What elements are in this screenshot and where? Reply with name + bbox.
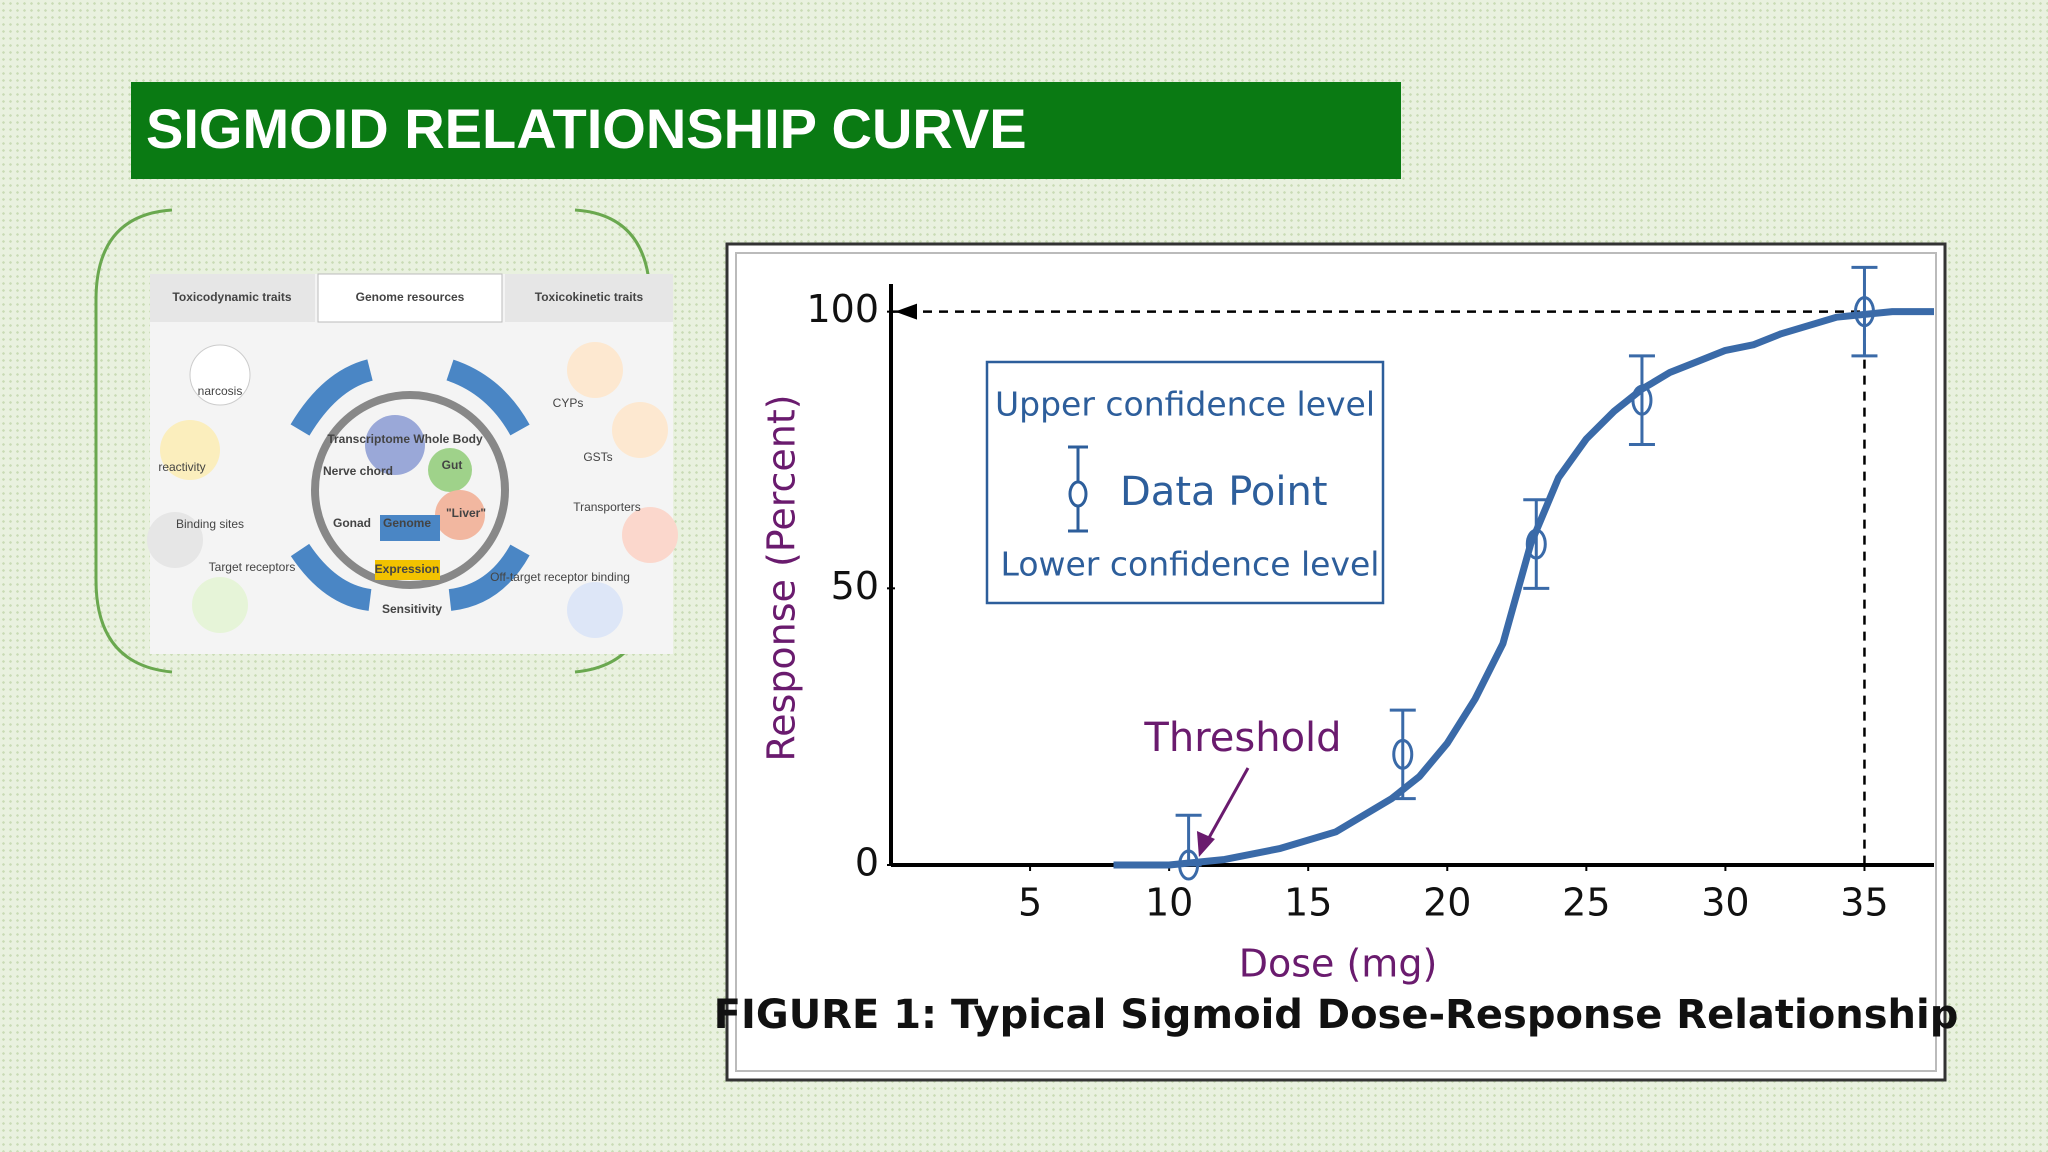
figure-label: Genome	[383, 516, 431, 530]
node	[375, 560, 440, 580]
bracket	[94, 208, 173, 674]
arrow	[290, 543, 372, 611]
chart-frame	[725, 242, 1947, 1082]
column-head	[150, 274, 315, 322]
x-tick-label: 35	[1840, 881, 1888, 925]
error-bar	[1523, 498, 1550, 590]
data-point	[1392, 738, 1414, 770]
title-bar	[131, 82, 1401, 179]
bubble	[189, 344, 251, 406]
figure-label: Transcriptome Whole Body	[327, 432, 483, 446]
annotation-arrowhead	[1196, 831, 1215, 857]
legend-entry: Data Point	[1120, 469, 1328, 515]
figure: Toxicodynamic traits Genome resources Toxi…	[94, 208, 678, 674]
figure-label: Sensitivity	[382, 602, 442, 616]
annotation: Threshold	[1143, 715, 1341, 761]
legend-upper: Upper confidence level	[995, 385, 1375, 424]
chart-caption: FIGURE 1: Typical Sigmoid Dose-Response …	[714, 992, 1959, 1038]
node	[365, 415, 425, 475]
data-point	[1525, 528, 1547, 560]
x-axis-title: Dose (mg)	[1239, 942, 1438, 986]
arrow	[448, 544, 530, 611]
column-label: Genome resources	[356, 290, 465, 304]
slide-title: SIGMOID RELATIONSHIP CURVE	[146, 97, 1027, 160]
figure-label: Gut	[442, 458, 463, 472]
figure-label: "Liver"	[446, 506, 486, 520]
bubble	[147, 512, 203, 568]
figure-label: Target receptors	[209, 560, 296, 574]
legend-marker	[1068, 480, 1088, 508]
x-tick-label: 25	[1562, 881, 1610, 925]
column-head	[505, 274, 673, 322]
y-tick-label: 50	[831, 564, 879, 608]
column-label: Toxicodynamic traits	[172, 290, 291, 304]
figure-label: narcosis	[198, 384, 243, 398]
ring	[311, 391, 509, 589]
figure-label: Gonad	[333, 516, 371, 530]
bubble	[612, 402, 668, 458]
figure-label: Off-target receptor binding	[490, 570, 630, 584]
data-point	[1631, 384, 1653, 416]
legend-lower: Lower confidence level	[1001, 545, 1380, 584]
x-tick-label: 20	[1423, 881, 1471, 925]
column-head	[317, 273, 503, 323]
data-point	[1853, 296, 1875, 328]
figure-label: Transporters	[573, 500, 641, 514]
x-tick-label: 15	[1284, 881, 1332, 925]
figure-label: Nerve chord	[323, 464, 393, 478]
bubble	[192, 577, 248, 633]
curve	[1113, 308, 1934, 869]
error-bar	[1851, 265, 1878, 358]
annotation-arrow	[1203, 767, 1250, 846]
arrow	[290, 359, 374, 436]
node	[380, 515, 440, 541]
bubble	[160, 420, 220, 480]
chart-inner-frame	[735, 252, 1937, 1072]
bubble	[567, 342, 623, 398]
x-tick-label: 30	[1701, 881, 1749, 925]
legend-box	[985, 360, 1385, 605]
node	[428, 448, 472, 492]
arrow	[446, 359, 530, 436]
error-bar	[1389, 708, 1416, 801]
x-tick-label: 10	[1145, 881, 1193, 925]
node	[435, 490, 485, 540]
figure-label: CYPs	[553, 396, 584, 410]
figure-label: reactivity	[158, 460, 205, 474]
figure-label: Binding sites	[176, 517, 244, 531]
x-tick-label: 5	[1018, 881, 1042, 925]
data-point	[1178, 849, 1200, 881]
bubble	[567, 582, 623, 638]
guide-arrowhead	[895, 303, 917, 320]
y-axis-title: Response (Percent)	[760, 394, 804, 761]
figure-label: GSTs	[583, 450, 612, 464]
y-tick-label: 100	[806, 287, 879, 331]
column-label: Toxicokinetic traits	[535, 290, 644, 304]
error-bar	[1628, 354, 1655, 446]
y-tick-label: 0	[855, 841, 879, 885]
figure-label: Expression	[375, 562, 440, 576]
bubble	[622, 507, 678, 563]
